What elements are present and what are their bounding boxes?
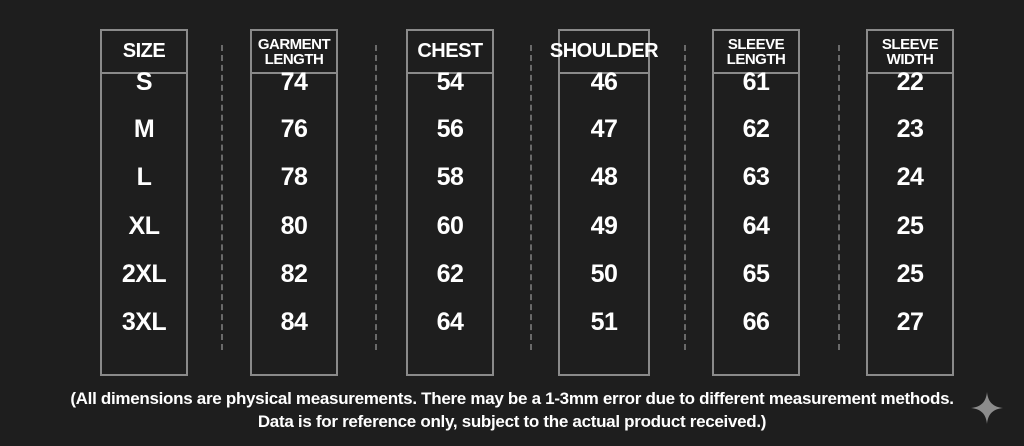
table-cell: M bbox=[133, 115, 155, 143]
table-cell: 54 bbox=[436, 68, 464, 96]
column-divider bbox=[530, 45, 532, 350]
table-cell: 22 bbox=[896, 68, 924, 96]
column-divider bbox=[684, 45, 686, 350]
table-cell: 23 bbox=[896, 115, 924, 143]
table-cell: 63 bbox=[742, 163, 770, 191]
table-cell: 61 bbox=[742, 68, 770, 96]
table-cell: 2XL bbox=[121, 260, 167, 288]
table-cell: 62 bbox=[436, 260, 464, 288]
table-cell: 58 bbox=[436, 163, 464, 191]
table-cell: L bbox=[136, 163, 152, 191]
column-sleeve-length: SLEEVE LENGTH 61 62 63 64 65 66 bbox=[712, 29, 800, 376]
column-header: SHOULDER bbox=[550, 31, 659, 74]
table-cell: 50 bbox=[590, 260, 618, 288]
column-shoulder: SHOULDER 46 47 48 49 50 51 bbox=[550, 29, 659, 376]
table-cell: 24 bbox=[896, 163, 924, 191]
column-chest: CHEST 54 56 58 60 62 64 bbox=[406, 29, 494, 376]
table-cell: 27 bbox=[896, 308, 924, 336]
table-cell: 84 bbox=[280, 308, 308, 336]
table-cell: 51 bbox=[590, 308, 618, 336]
table-cell: 48 bbox=[590, 163, 618, 191]
table-cell: 74 bbox=[280, 68, 308, 96]
table-cell: 60 bbox=[436, 212, 464, 240]
column-header: SLEEVE WIDTH bbox=[868, 31, 952, 74]
table-cell: XL bbox=[128, 212, 160, 240]
note-line-1: (All dimensions are physical measurement… bbox=[70, 389, 954, 408]
table-cell: 47 bbox=[590, 115, 618, 143]
column-garment-length: GARMENT LENGTH 74 76 78 80 82 84 bbox=[250, 29, 338, 376]
table-cell: 66 bbox=[742, 308, 770, 336]
table-cell: 25 bbox=[896, 212, 924, 240]
table-cell: 64 bbox=[742, 212, 770, 240]
column-sleeve-width: SLEEVE WIDTH 22 23 24 25 25 27 bbox=[866, 29, 954, 376]
column-header: GARMENT LENGTH bbox=[252, 31, 336, 74]
column-divider bbox=[375, 45, 377, 350]
table-cell: 49 bbox=[590, 212, 618, 240]
table-cell: 82 bbox=[280, 260, 308, 288]
table-cell: 62 bbox=[742, 115, 770, 143]
sparkle-icon bbox=[971, 392, 1003, 424]
column-header: SIZE bbox=[102, 31, 186, 74]
table-cell: 3XL bbox=[121, 308, 167, 336]
table-cell: 76 bbox=[280, 115, 308, 143]
column-divider bbox=[838, 45, 840, 350]
column-divider bbox=[221, 45, 223, 350]
table-cell: 78 bbox=[280, 163, 308, 191]
table-cell: 46 bbox=[590, 68, 618, 96]
table-cell: S bbox=[135, 68, 153, 96]
column-header: SLEEVE LENGTH bbox=[714, 31, 798, 74]
note-line-2: Data is for reference only, subject to t… bbox=[257, 412, 767, 431]
table-cell: 80 bbox=[280, 212, 308, 240]
column-size: SIZE S M L XL 2XL 3XL bbox=[100, 29, 188, 376]
table-cell: 56 bbox=[436, 115, 464, 143]
table-cell: 25 bbox=[896, 260, 924, 288]
column-header: CHEST bbox=[408, 31, 492, 74]
table-cell: 65 bbox=[742, 260, 770, 288]
table-cell: 64 bbox=[436, 308, 464, 336]
